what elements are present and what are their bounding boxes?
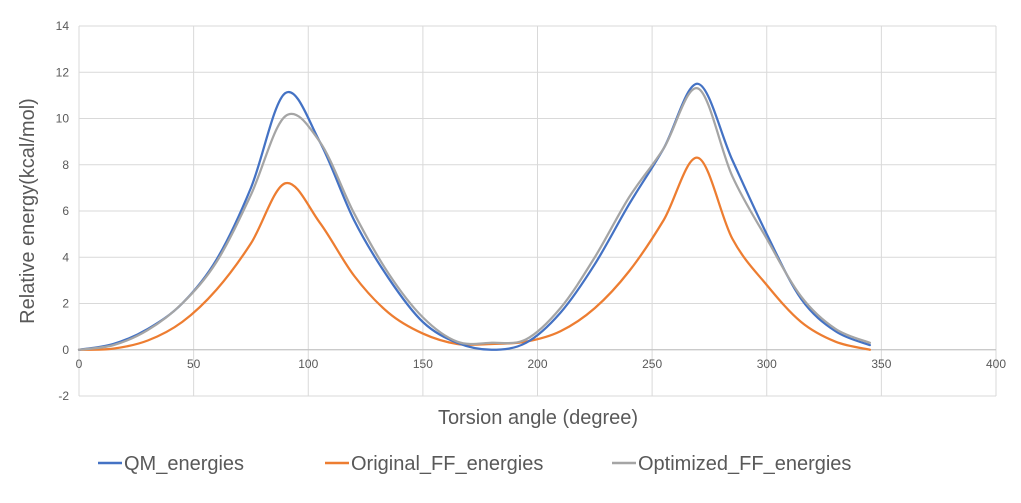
x-tick-label: 250 (642, 357, 662, 371)
x-tick-label: 100 (298, 357, 318, 371)
y-tick-label: 4 (62, 250, 69, 264)
x-tick-label: 150 (413, 357, 433, 371)
x-tick-label: 50 (187, 357, 201, 371)
legend-label: QM_energies (124, 453, 244, 475)
y-tick-label: 0 (62, 343, 69, 357)
series-line-original-ff-energies (77, 156, 872, 351)
x-axis-label: Torsion angle (degree) (438, 407, 638, 429)
y-tick-label: -2 (58, 389, 69, 403)
y-tick-label: 12 (56, 65, 70, 79)
x-tick-labels: 0 50 100 150 200 250 300 350 400 (76, 357, 1007, 371)
x-tick-label: 200 (527, 357, 547, 371)
y-tick-label: 10 (56, 112, 70, 126)
legend-label: Optimized_FF_energies (638, 453, 851, 475)
legend: QM_energies Original_FF_energies Optimized… (98, 453, 851, 475)
y-tick-label: 2 (62, 297, 69, 311)
x-tick-label: 0 (76, 357, 83, 371)
x-tick-label: 350 (871, 357, 891, 371)
series-line-qm-energies (77, 82, 872, 351)
y-axis-label: Relative energy(kcal/mol) (17, 98, 39, 324)
x-tick-label: 300 (757, 357, 777, 371)
x-tick-label: 400 (986, 357, 1006, 371)
legend-label: Original_FF_energies (351, 453, 543, 475)
series-lines (77, 82, 872, 351)
y-tick-label: 14 (56, 19, 70, 33)
y-tick-labels: -2 0 2 4 6 8 10 12 14 (56, 19, 70, 403)
series-line-optimized-ff-energies (77, 87, 872, 351)
y-tick-label: 8 (62, 158, 69, 172)
y-tick-label: 6 (62, 204, 69, 218)
